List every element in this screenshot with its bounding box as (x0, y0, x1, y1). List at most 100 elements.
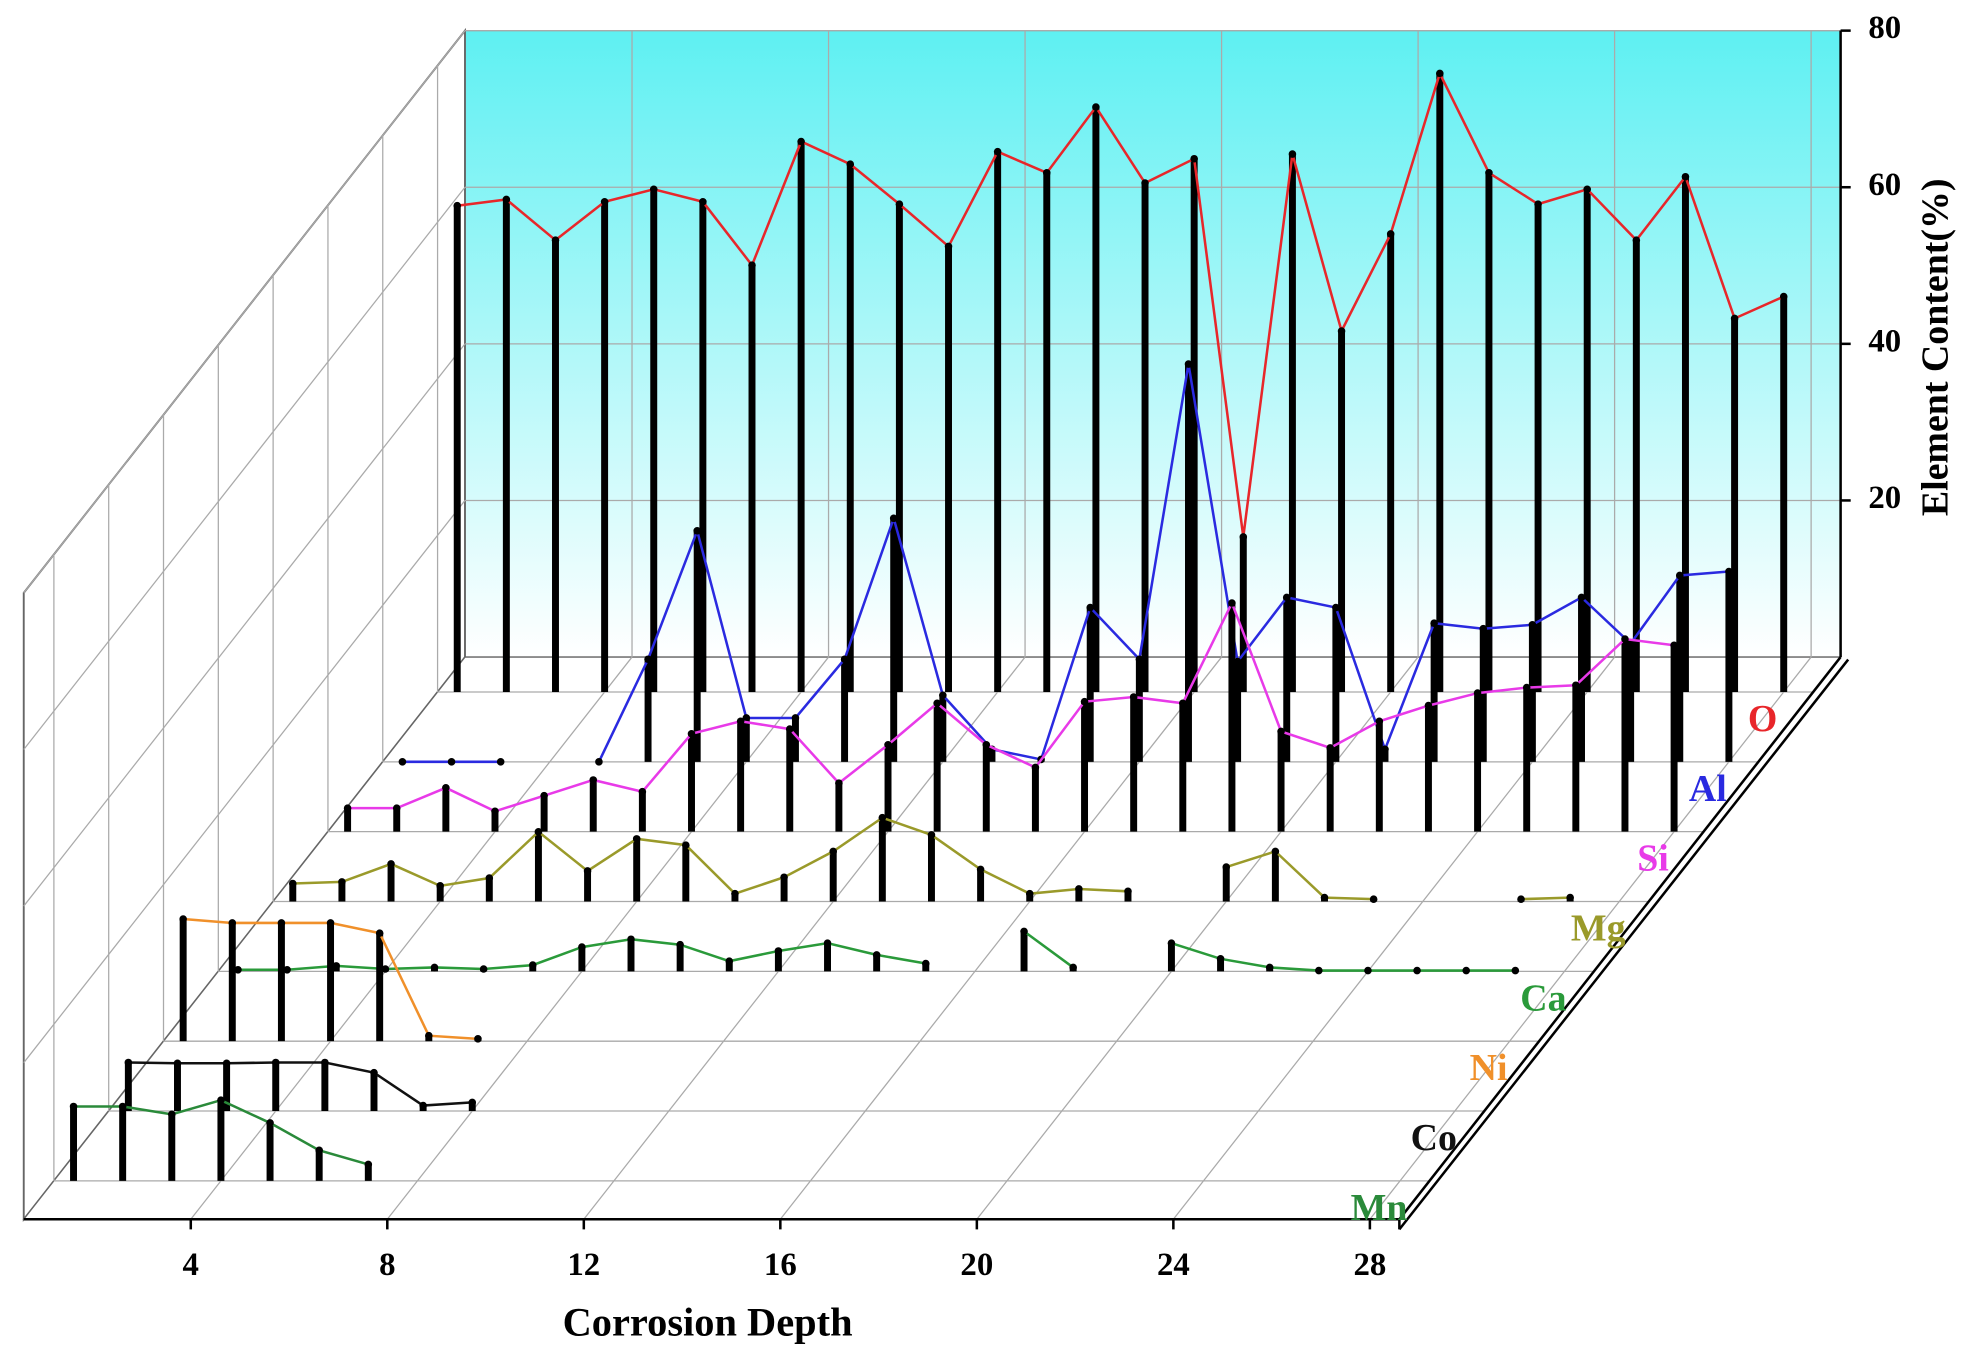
data-point (895, 200, 904, 208)
data-point (699, 198, 707, 206)
grid-line (23, 186, 466, 750)
data-point (731, 889, 739, 898)
data-point (785, 725, 794, 733)
data-point (725, 957, 734, 965)
data-point (392, 804, 401, 812)
series-line (1023, 930, 1074, 969)
data-point (217, 1096, 225, 1105)
data-point (1626, 639, 1635, 648)
x-tick-label: 28 (1353, 1247, 1386, 1283)
data-point (534, 828, 543, 836)
data-point (1511, 966, 1520, 975)
data-point (676, 940, 684, 949)
data-point (1184, 360, 1193, 368)
data-point (179, 915, 187, 923)
series-label: Mg (1571, 908, 1626, 950)
data-point (468, 1098, 477, 1107)
data-point (1086, 603, 1095, 612)
data-point (315, 1146, 323, 1155)
series-label: Co (1411, 1117, 1457, 1159)
data-point (387, 860, 395, 868)
series-line (292, 816, 1129, 896)
data-point (1462, 966, 1470, 975)
data-point (780, 873, 788, 882)
x-tick-label: 4 (183, 1247, 199, 1283)
data-point (872, 951, 881, 959)
data-point (168, 1110, 176, 1119)
data-point (1069, 963, 1077, 972)
data-point (1135, 655, 1144, 664)
data-point (364, 1160, 373, 1169)
data-point (583, 867, 592, 875)
data-point (430, 963, 439, 972)
data-point (627, 935, 635, 944)
y-tick-label: 20 (1868, 480, 1901, 516)
data-point (1534, 200, 1542, 208)
data-point (1381, 745, 1389, 754)
grid-line (1172, 656, 1616, 1220)
data-point (1386, 230, 1395, 238)
data-point (485, 874, 494, 882)
data-point (1670, 641, 1678, 650)
data-point (1577, 593, 1586, 602)
data-point (321, 1058, 329, 1067)
data-point (595, 758, 603, 766)
data-point (840, 655, 849, 664)
data-point (277, 919, 286, 927)
data-point (1572, 681, 1580, 690)
data-point (1583, 185, 1591, 194)
x-tick-label: 16 (764, 1247, 797, 1283)
data-point (976, 865, 985, 874)
data-point (1522, 683, 1531, 692)
data-point (589, 776, 598, 784)
series-label: O (1748, 698, 1777, 740)
y-axis-title: Element Content(%) (1915, 178, 1957, 516)
data-point (479, 965, 488, 973)
data-point (829, 847, 837, 856)
data-point (1473, 689, 1482, 697)
data-point (1075, 885, 1083, 893)
data-point (1479, 624, 1488, 633)
data-point (1320, 893, 1329, 902)
data-point (1282, 593, 1291, 602)
floor-edge (1398, 656, 1842, 1221)
data-point (381, 965, 390, 973)
data-point (1315, 966, 1323, 975)
data-point (736, 717, 745, 726)
data-point (889, 514, 898, 523)
data-point (884, 740, 892, 749)
data-point (791, 714, 800, 722)
data-point (982, 740, 991, 749)
data-point (453, 201, 462, 210)
data-point (551, 236, 560, 244)
data-point (742, 714, 751, 722)
series-line (1171, 941, 1516, 972)
grid-line (23, 500, 466, 1064)
series-label: Ca (1520, 977, 1566, 1019)
data-point (1167, 939, 1176, 947)
data-point (1233, 657, 1242, 666)
data-point (173, 1059, 182, 1068)
y-tick-label: 60 (1868, 167, 1901, 203)
data-point (1436, 69, 1444, 78)
data-point (1413, 966, 1421, 975)
series-line (347, 599, 1675, 813)
series-label: Mn (1351, 1187, 1408, 1229)
grid-line (23, 30, 466, 594)
data-point (124, 1058, 133, 1067)
data-point (474, 1035, 482, 1043)
data-point (693, 527, 701, 535)
data-point (797, 137, 805, 146)
data-point (1485, 169, 1493, 177)
grid-line (1369, 656, 1812, 1220)
data-point (1779, 292, 1788, 301)
series-line (457, 69, 1785, 538)
data-point (1141, 179, 1149, 187)
data-point (271, 1058, 280, 1067)
data-point (442, 784, 450, 792)
y-tick-label: 80 (1868, 10, 1901, 46)
data-point (748, 261, 756, 270)
data-point (540, 791, 548, 800)
